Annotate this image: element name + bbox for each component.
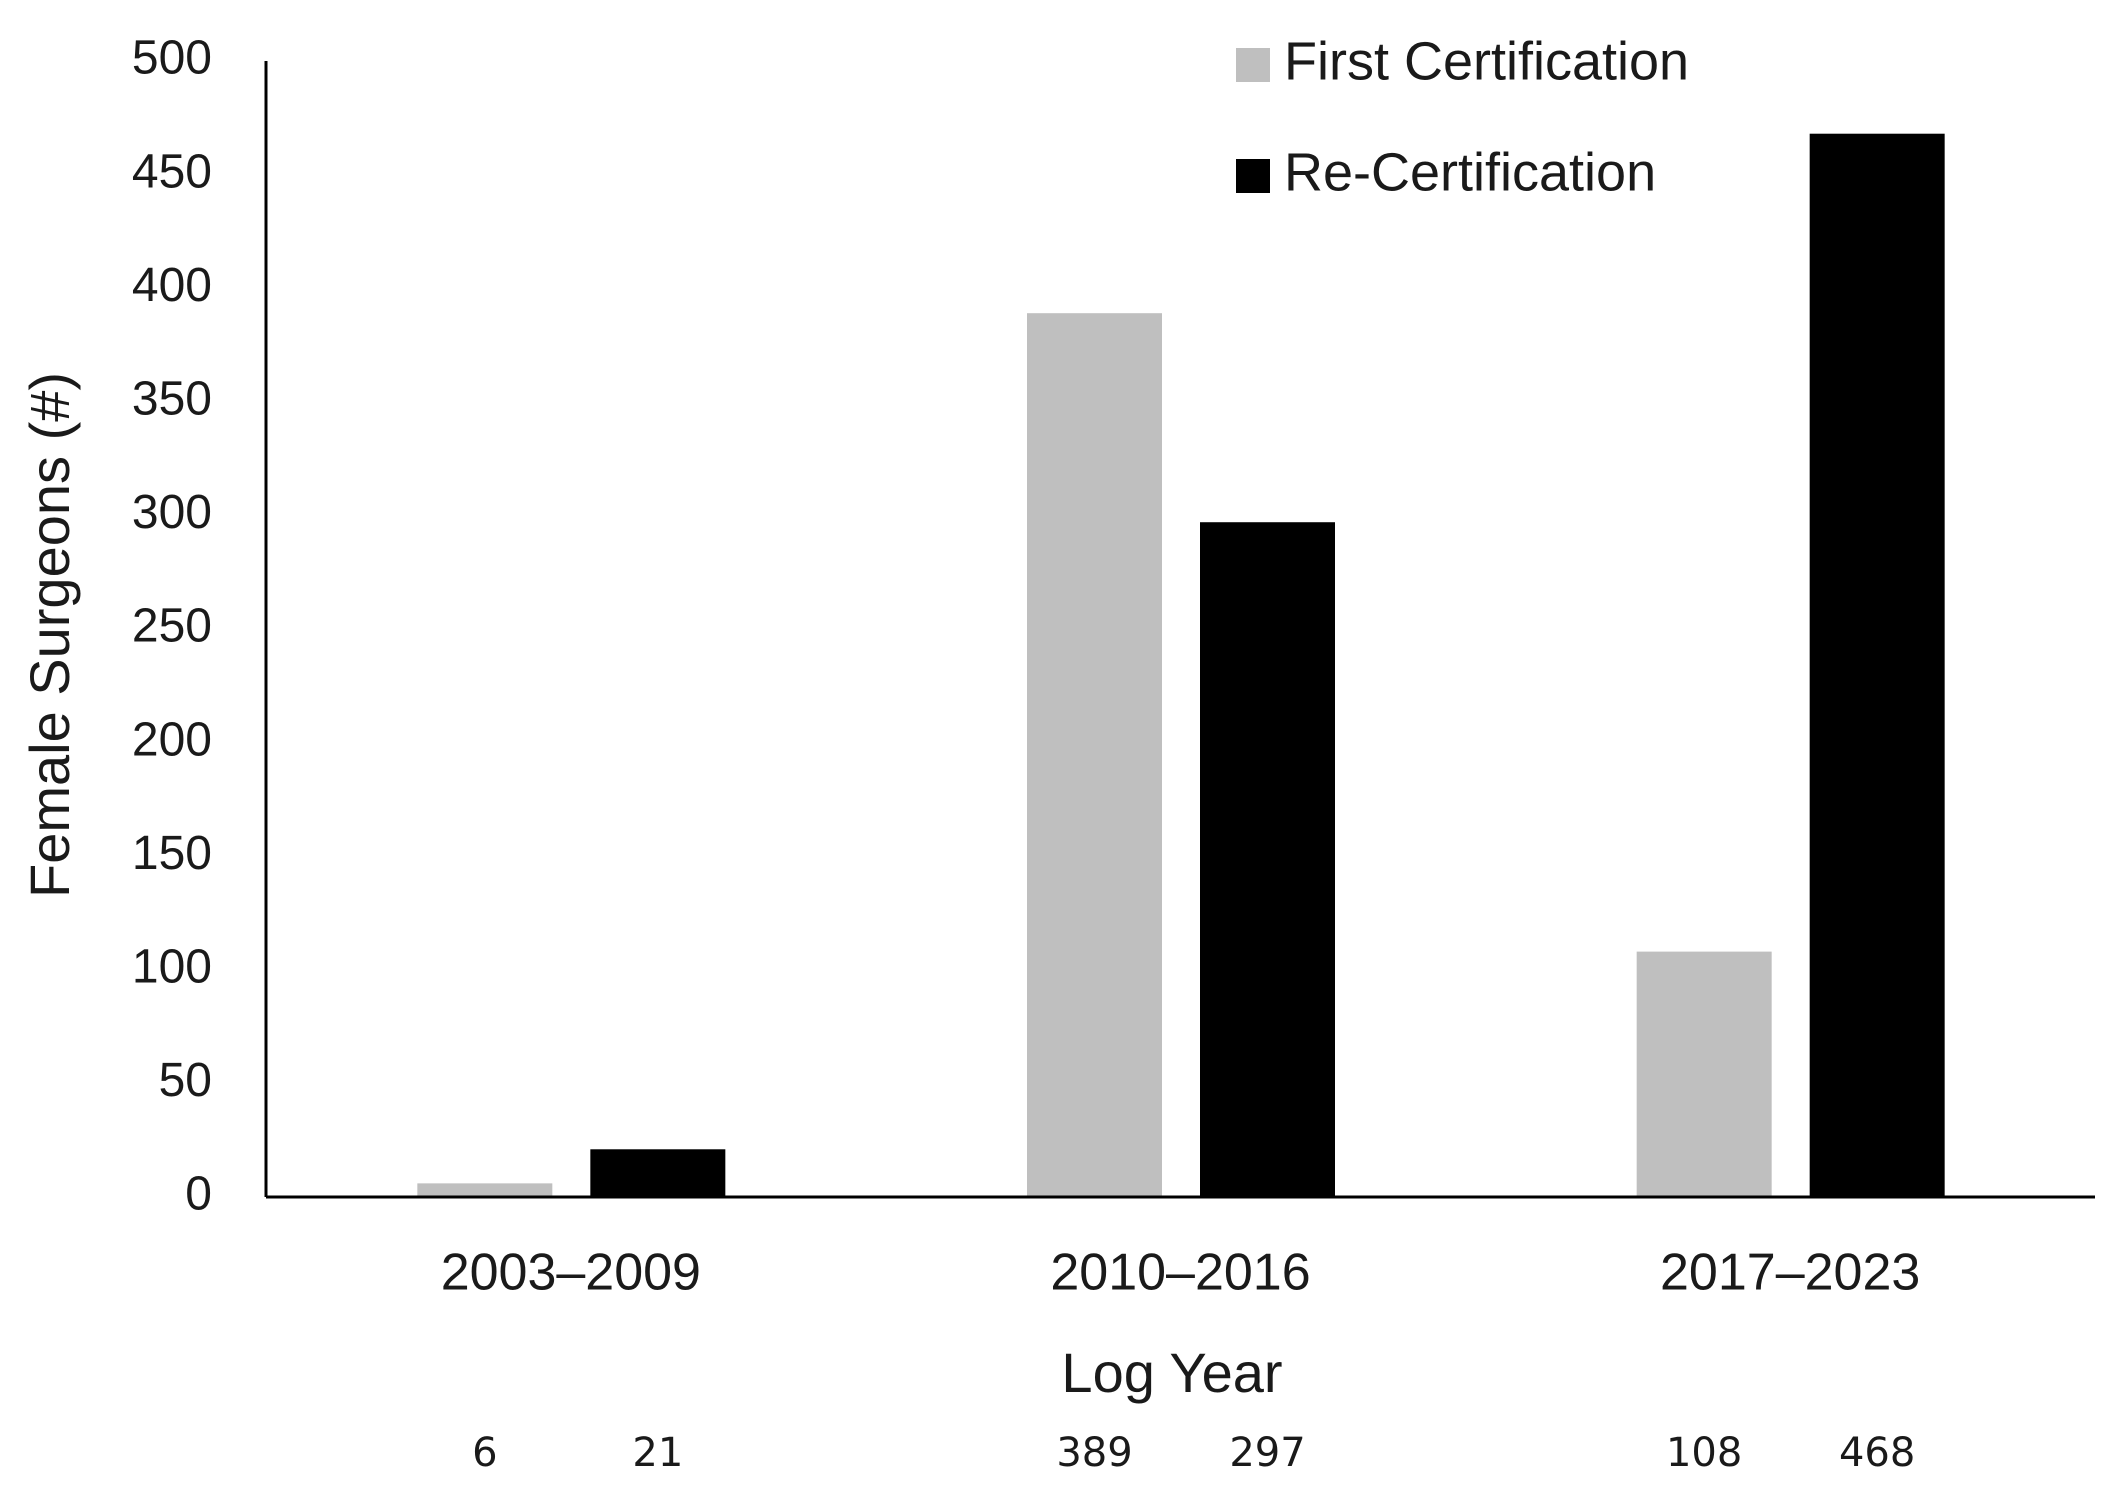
y-tick-label: 150 [132,827,212,880]
y-tick-label: 500 [132,32,212,85]
legend-swatch [1236,48,1270,82]
legend-label: Re-Certification [1284,142,1656,202]
y-tick-label: 200 [132,713,212,766]
legend-label: First Certification [1284,31,1689,91]
bar [1636,951,1772,1197]
y-tick-label: 350 [132,372,212,425]
y-tick-label: 50 [159,1054,212,1107]
x-tick-label: 2003–2009 [441,1244,701,1302]
value-label: 108 [1666,1430,1742,1476]
bar [417,1183,553,1197]
bar [1809,133,1945,1198]
y-tick-label: 100 [132,940,212,993]
x-tick-label: 2017–2023 [1660,1244,1920,1302]
y-axis-title: Female Surgeons (#) [18,372,81,898]
value-label: 468 [1839,1430,1915,1476]
legend-swatch [1236,159,1270,193]
y-tick-label: 300 [132,486,212,539]
y-tick-label: 250 [132,600,212,653]
y-tick-label: 400 [132,259,212,312]
value-label: 21 [632,1430,683,1476]
x-axis-title: Log Year [1061,1341,1282,1404]
bar [1200,522,1335,1197]
bar [590,1149,726,1197]
y-tick-label: 450 [132,145,212,198]
x-tick-label: 2010–2016 [1050,1244,1310,1302]
value-label: 297 [1229,1430,1305,1476]
bar [1027,313,1162,1197]
value-label: 6 [472,1430,497,1476]
value-label: 389 [1056,1430,1132,1476]
y-tick-label: 0 [185,1168,212,1221]
